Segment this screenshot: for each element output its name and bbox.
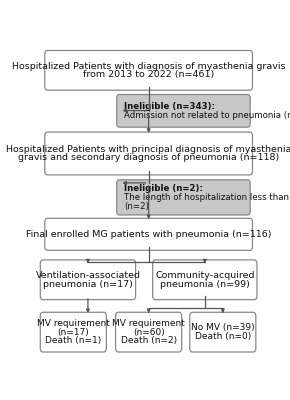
Text: Community-acquired: Community-acquired xyxy=(155,271,255,280)
Text: Ventilation-associated: Ventilation-associated xyxy=(35,271,140,280)
FancyBboxPatch shape xyxy=(153,260,257,300)
FancyBboxPatch shape xyxy=(117,180,250,215)
Text: Ineligible (n=2):: Ineligible (n=2): xyxy=(124,184,203,193)
Text: from 2013 to 2022 (n=461): from 2013 to 2022 (n=461) xyxy=(83,70,214,79)
FancyBboxPatch shape xyxy=(45,50,253,90)
Text: No MV (n=39): No MV (n=39) xyxy=(191,323,255,332)
Text: MV requirement: MV requirement xyxy=(37,319,110,328)
Text: pneumonia (n=99): pneumonia (n=99) xyxy=(160,280,250,288)
FancyBboxPatch shape xyxy=(40,260,136,300)
Text: (n=17): (n=17) xyxy=(57,328,89,337)
FancyBboxPatch shape xyxy=(45,132,253,175)
Text: (n=60): (n=60) xyxy=(133,328,164,337)
Text: The length of hospitalization less than 3 days: The length of hospitalization less than … xyxy=(124,193,290,202)
Text: MV requirement: MV requirement xyxy=(112,319,185,328)
Text: gravis and secondary diagnosis of pneumonia (n=118): gravis and secondary diagnosis of pneumo… xyxy=(18,153,279,162)
FancyBboxPatch shape xyxy=(190,312,256,352)
FancyBboxPatch shape xyxy=(117,94,250,127)
Text: Hospitalized Patients with diagnosis of myasthenia gravis: Hospitalized Patients with diagnosis of … xyxy=(12,62,285,70)
Text: Final enrolled MG patients with pneumonia (n=116): Final enrolled MG patients with pneumoni… xyxy=(26,230,271,239)
Text: pneumonia (n=17): pneumonia (n=17) xyxy=(43,280,133,288)
FancyBboxPatch shape xyxy=(40,312,106,352)
Text: Death (n=1): Death (n=1) xyxy=(45,336,102,345)
FancyBboxPatch shape xyxy=(45,218,253,250)
Text: Admission not related to pneumonia (n=343): Admission not related to pneumonia (n=34… xyxy=(124,111,290,120)
FancyBboxPatch shape xyxy=(116,312,182,352)
Text: (n=2): (n=2) xyxy=(124,202,149,210)
Text: Hospitalized Patients with principal diagnosis of myasthenia: Hospitalized Patients with principal dia… xyxy=(6,145,290,154)
Text: Ineligible (n=343):: Ineligible (n=343): xyxy=(124,102,215,111)
Text: Death (n=0): Death (n=0) xyxy=(195,332,251,341)
Text: Death (n=2): Death (n=2) xyxy=(121,336,177,345)
